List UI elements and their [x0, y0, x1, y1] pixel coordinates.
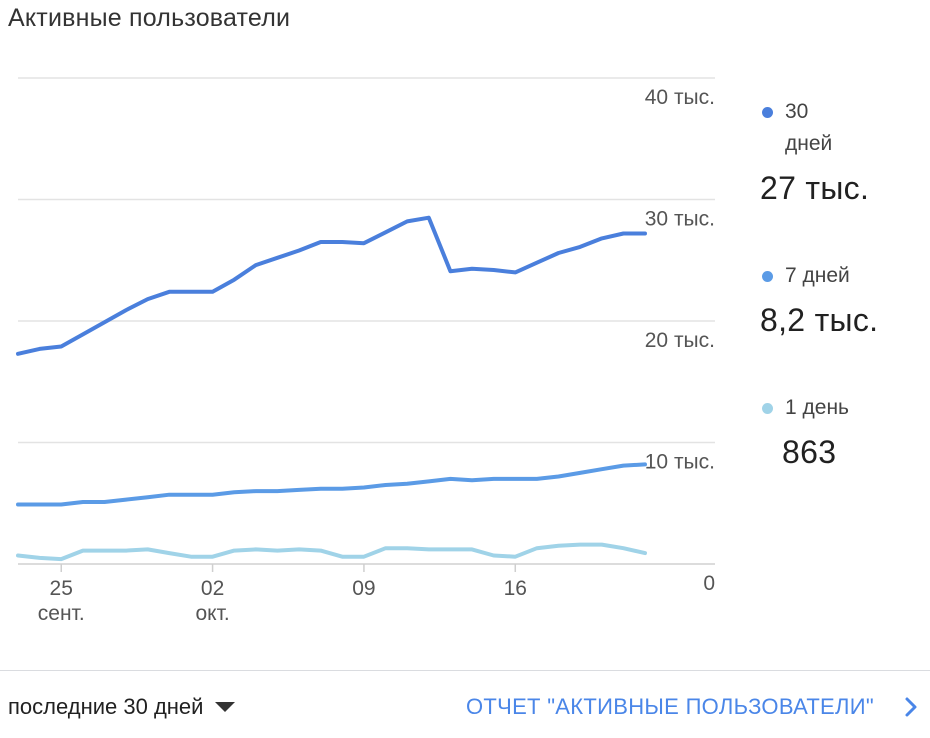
- x-tick-label-day: 02: [201, 577, 224, 600]
- chevron-right-icon: [905, 697, 917, 717]
- x-tick-label-day: 09: [352, 577, 375, 600]
- legend-label-30-days: 30 дней: [785, 100, 833, 155]
- period-dropdown[interactable]: последние 30 дней: [8, 694, 236, 720]
- y-tick-label: 40 тыс.: [645, 86, 715, 109]
- legend-item-7-days: 7 дней 8,2 тыс.: [760, 260, 895, 339]
- legend-dot-30-days: [762, 107, 773, 118]
- legend-value-30-days: 27 тыс.: [760, 170, 870, 206]
- caret-down-icon: [215, 702, 236, 712]
- footer-divider: [0, 670, 930, 671]
- x-tick-label-day: 25: [50, 577, 73, 600]
- y-tick-label: 30 тыс.: [645, 208, 715, 231]
- report-link-label: ОТЧЕТ "АКТИВНЫЕ ПОЛЬЗОВАТЕЛИ": [465, 694, 874, 719]
- series-line-2: [16, 542, 647, 562]
- y-tick-label: 0: [703, 572, 715, 595]
- legend-label-1-day: 1 день: [785, 396, 849, 419]
- legend-dot-7-days: [762, 271, 773, 282]
- card-title: Активные пользователи: [8, 4, 291, 32]
- legend-value-7-days: 8,2 тыс.: [760, 302, 879, 338]
- y-tick-label: 10 тыс.: [645, 451, 715, 474]
- x-tick-label-month: сент.: [38, 602, 85, 625]
- legend-item-1-day: 1 день 863: [760, 392, 895, 471]
- x-tick-label-day: 16: [504, 577, 527, 600]
- x-tick-label-month: окт.: [195, 602, 229, 625]
- legend-value-1-day: 863: [782, 434, 837, 470]
- report-link[interactable]: ОТЧЕТ "АКТИВНЫЕ ПОЛЬЗОВАТЕЛИ": [466, 694, 918, 720]
- legend-label-7-days: 7 дней: [785, 264, 850, 287]
- period-dropdown-label: последние 30 дней: [8, 694, 204, 719]
- legend-item-30-days: 30 дней 27 тыс.: [760, 96, 869, 207]
- series-line-1: [16, 462, 647, 507]
- y-tick-label: 20 тыс.: [645, 329, 715, 352]
- series-line-0: [16, 215, 647, 356]
- legend-dot-1-day: [762, 403, 773, 414]
